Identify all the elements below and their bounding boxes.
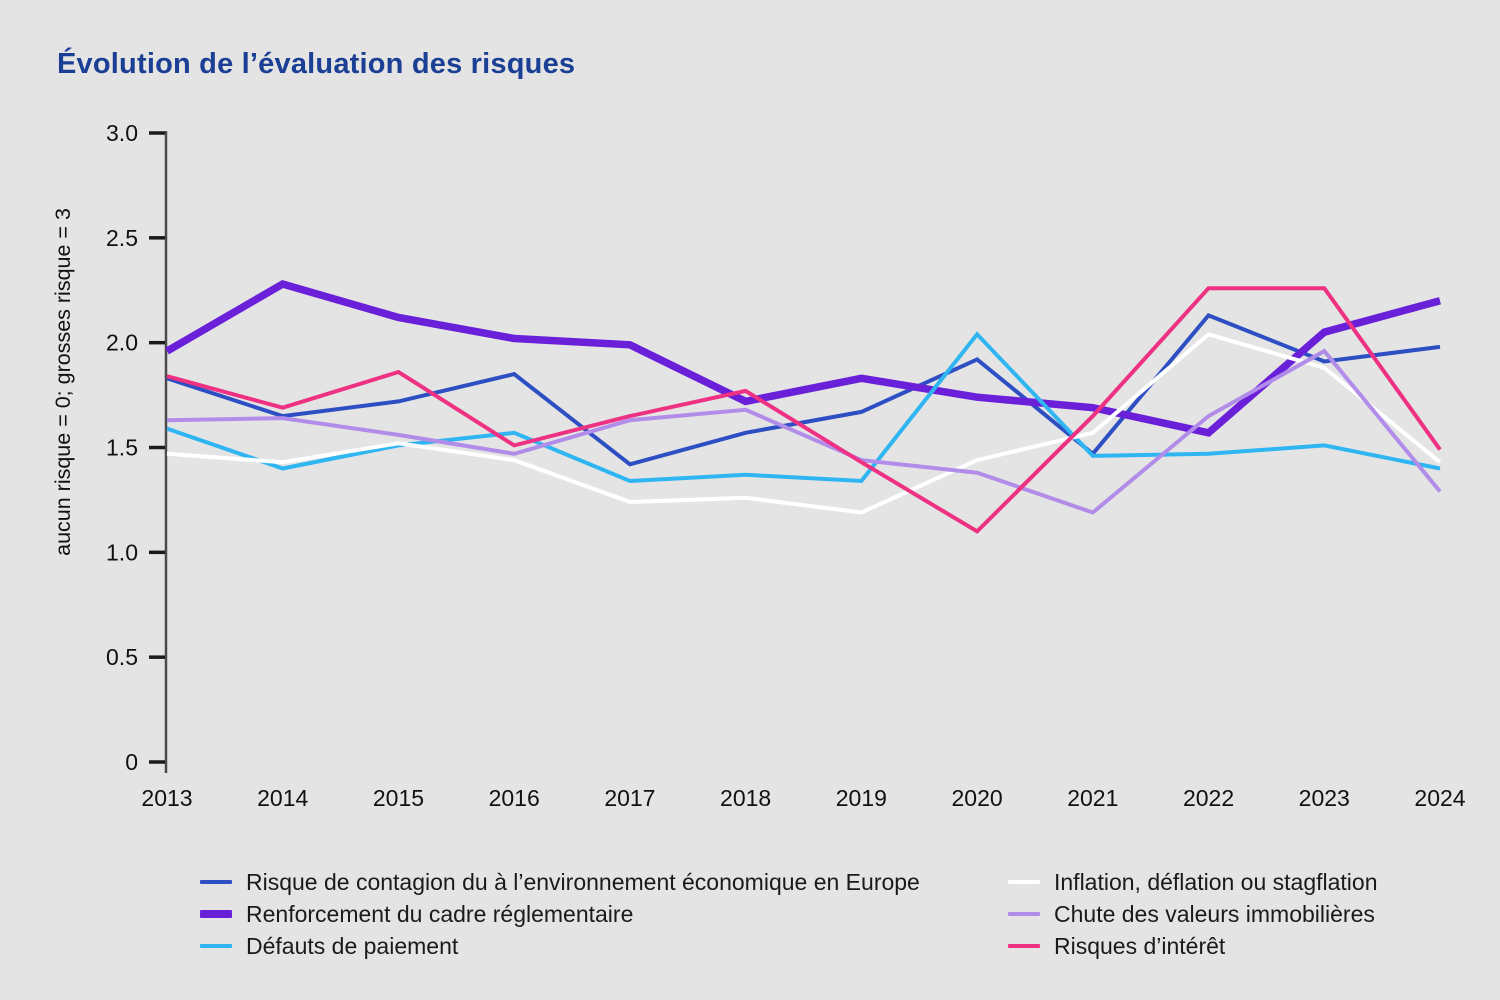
y-tick-label: 3.0 bbox=[106, 120, 138, 146]
legend-item-inflation: Inflation, déflation ou stagflation bbox=[1008, 866, 1378, 898]
legend-item-risques-interet: Risques d’intérêt bbox=[1008, 930, 1378, 962]
x-tick-label: 2021 bbox=[1067, 785, 1118, 811]
series-line-5 bbox=[166, 286, 1442, 534]
page-title: Évolution de l’évaluation des risques bbox=[57, 48, 576, 80]
series-line-1 bbox=[165, 279, 1441, 437]
legend-swatch-risque-contagion bbox=[200, 879, 232, 885]
legend-item-cadre-reglementaire: Renforcement du cadre réglementaire bbox=[200, 898, 920, 930]
legend-label-defauts-paiement: Défauts de paiement bbox=[246, 932, 459, 959]
legend-column-left: Risque de contagion du à l’environnement… bbox=[200, 866, 920, 962]
series-line-2 bbox=[166, 331, 1441, 484]
x-tick-label: 2024 bbox=[1414, 785, 1465, 811]
x-tick-label: 2014 bbox=[257, 785, 308, 811]
y-axis-label: aucun risque = 0; grosses risque = 3 bbox=[51, 208, 75, 556]
legend-swatch-risques-interet bbox=[1008, 943, 1040, 949]
legend-swatch-cadre-reglementaire bbox=[200, 910, 232, 918]
x-tick-label: 2020 bbox=[952, 785, 1003, 811]
x-tick-label: 2023 bbox=[1299, 785, 1350, 811]
x-tick-label: 2015 bbox=[373, 785, 424, 811]
series-line-3 bbox=[166, 332, 1442, 515]
series-line-0 bbox=[166, 313, 1441, 467]
y-tick-label: 0.5 bbox=[106, 644, 138, 670]
x-tick-label: 2022 bbox=[1183, 785, 1234, 811]
x-tick-label: 2017 bbox=[604, 785, 655, 811]
series-line-4 bbox=[166, 348, 1442, 515]
y-axis bbox=[149, 131, 168, 773]
y-tick-label: 2.5 bbox=[106, 225, 138, 251]
legend-label-chute-valeurs: Chute des valeurs immobilières bbox=[1054, 900, 1375, 927]
legend-label-cadre-reglementaire: Renforcement du cadre réglementaire bbox=[246, 900, 634, 927]
legend-swatch-defauts-paiement bbox=[200, 943, 232, 949]
y-tick-label: 2.0 bbox=[106, 330, 138, 356]
chart-series-lines bbox=[165, 279, 1442, 534]
legend-item-chute-valeurs: Chute des valeurs immobilières bbox=[1008, 898, 1378, 930]
legend-label-risques-interet: Risques d’intérêt bbox=[1054, 932, 1226, 959]
legend-label-inflation: Inflation, déflation ou stagflation bbox=[1054, 868, 1378, 895]
x-tick-label: 2013 bbox=[141, 785, 192, 811]
legend-column-right: Inflation, déflation ou stagflation Chut… bbox=[1008, 866, 1378, 962]
legend-swatch-chute-valeurs bbox=[1008, 911, 1040, 917]
y-tick-label: 1.0 bbox=[106, 539, 138, 565]
x-tick-label: 2016 bbox=[489, 785, 540, 811]
x-tick-label: 2019 bbox=[836, 785, 887, 811]
y-tick-label: 0 bbox=[125, 749, 138, 775]
legend-item-risque-contagion: Risque de contagion du à l’environnement… bbox=[200, 866, 920, 898]
legend-swatch-inflation bbox=[1008, 879, 1040, 885]
legend-label-risque-contagion: Risque de contagion du à l’environnement… bbox=[246, 868, 920, 895]
y-tick-label: 1.5 bbox=[106, 435, 138, 461]
legend-item-defauts-paiement: Défauts de paiement bbox=[200, 930, 920, 962]
x-tick-label: 2018 bbox=[720, 785, 771, 811]
